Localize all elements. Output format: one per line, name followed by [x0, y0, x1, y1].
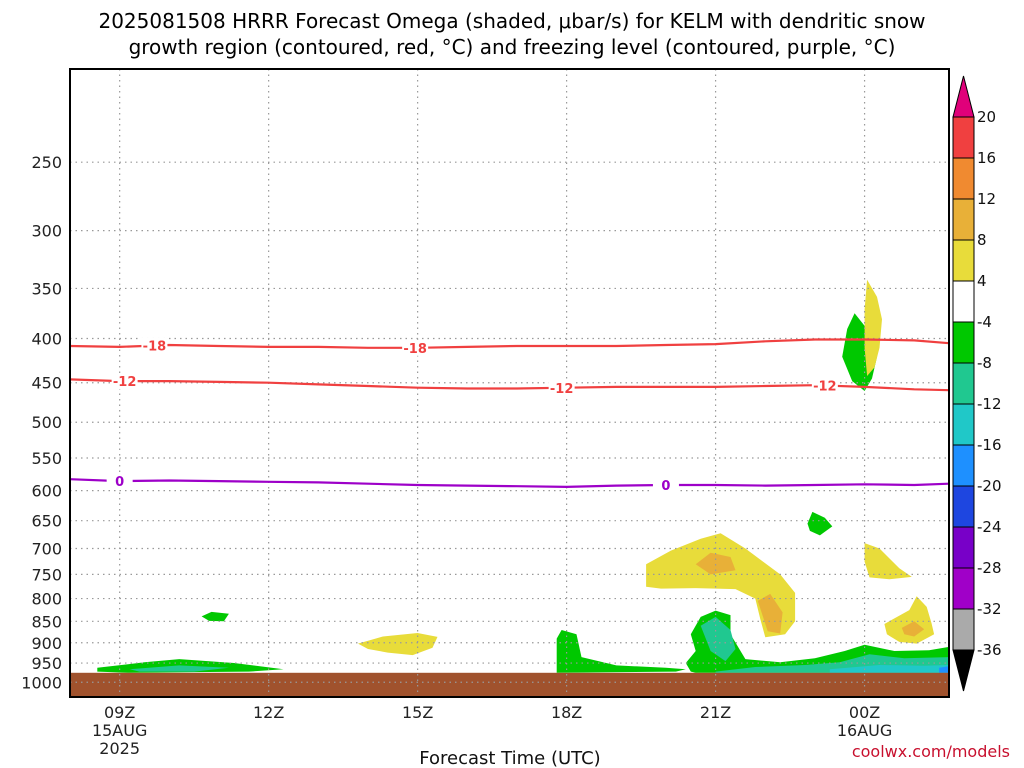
colorbar-label-2: 12	[977, 190, 996, 208]
contour-line-0	[69, 478, 950, 489]
x-tick-label-21Z: 21Z	[700, 703, 731, 722]
colorbar-label-5: -4	[977, 313, 992, 331]
omega-region-2	[201, 611, 229, 622]
y-tick-label-500: 500	[31, 413, 62, 432]
colorbar-bin-12	[952, 608, 975, 651]
x-tick-label-18Z: 18Z	[551, 703, 582, 722]
colorbar-bin-9	[952, 485, 975, 528]
colorbar-bin-6	[952, 362, 975, 405]
y-tick-label-1000: 1000	[21, 673, 62, 692]
omega-region-18	[901, 621, 925, 637]
grid-lines	[70, 69, 949, 697]
omega-region-14	[695, 552, 736, 575]
y-tick-label-350: 350	[31, 279, 62, 298]
colorbar-bin-11	[952, 567, 975, 610]
y-tick-label-300: 300	[31, 222, 62, 241]
omega-region-17	[884, 596, 935, 644]
plot-frame	[69, 68, 950, 698]
colorbar-label-10: -24	[977, 518, 1002, 536]
x-tick-label-12Z: 12Z	[253, 703, 284, 722]
y-tick-label-650: 650	[31, 512, 62, 531]
contour-label--12-1: -12	[550, 382, 574, 397]
contour-label-bg	[811, 377, 838, 394]
colorbar-bin-4	[952, 280, 975, 323]
colorbar-bin-3	[952, 239, 975, 282]
colorbar-bin-8	[952, 444, 975, 487]
colorbar-bin-1	[952, 157, 975, 200]
y-tick-label-800: 800	[31, 590, 62, 609]
contour-label-bg	[652, 476, 679, 493]
ground-shading	[70, 672, 949, 697]
omega-region-12	[864, 279, 882, 376]
contour-label-bg	[548, 379, 575, 396]
plot-area: -18 -18 -12 -12 -12 0 0	[69, 68, 950, 698]
contour-label--18-1: -18	[403, 342, 427, 357]
omega-shading-layer	[97, 279, 949, 673]
y-tick-label-550: 550	[31, 449, 62, 468]
contour-line--18	[69, 338, 950, 349]
colorbar-bottom-arrow	[952, 649, 975, 692]
contour-label--12-2: -12	[813, 380, 837, 395]
colorbar: 20 16 12 8 4 -4 -8 -12 -16 -20 -24 -28 -32 -36	[952, 75, 1002, 692]
x-tick-date-09Z: 15AUG	[92, 721, 147, 740]
x-tick-date-00Z: 16AUG	[837, 721, 892, 740]
colorbar-label-9: -20	[977, 477, 1002, 495]
omega-region-4	[556, 630, 686, 673]
omega-region-13	[646, 533, 796, 638]
y-tick-label-700: 700	[31, 539, 62, 558]
omega-region-6	[700, 616, 736, 662]
colorbar-label-6: -8	[977, 354, 992, 372]
contour-label-bg	[402, 339, 429, 356]
omega-region-10	[807, 511, 833, 536]
colorbar-label-1: 16	[977, 149, 996, 167]
x-tick-label-09Z: 09Z	[104, 703, 135, 722]
colorbar-label-0: 20	[977, 108, 996, 126]
colorbar-top-arrow	[952, 75, 975, 118]
colorbar-bin-5	[952, 321, 975, 364]
y-tick-label-600: 600	[31, 482, 62, 501]
y-axis-labels: 250 300 350 400 450 500 550 600 650 700 750 800 850 9…	[21, 153, 62, 692]
colorbar-label-3: 8	[977, 231, 987, 249]
y-tick-label-250: 250	[31, 153, 62, 172]
y-tick-label-400: 400	[31, 330, 62, 349]
colorbar-label-7: -12	[977, 395, 1002, 413]
colorbar-bin-10	[952, 526, 975, 569]
contour-label--18-0: -18	[143, 340, 167, 355]
colorbar-bin-7	[952, 403, 975, 446]
omega-region-9	[939, 666, 949, 673]
contour-label-0-0: 0	[115, 475, 124, 490]
omega-region-3	[358, 633, 438, 656]
colorbar-label-12: -32	[977, 600, 1002, 618]
contour-label--12-0: -12	[113, 375, 137, 390]
y-tick-label-900: 900	[31, 634, 62, 653]
omega-region-8	[829, 665, 949, 673]
colorbar-bin-0	[952, 116, 975, 159]
contour-lines: -18 -18 -12 -12 -12 0 0	[69, 337, 950, 494]
contour-label-bg	[111, 373, 138, 390]
x-tick-year-09Z: 2025	[99, 739, 140, 758]
contour-label-0-1: 0	[661, 479, 670, 494]
omega-region-16	[864, 543, 912, 580]
x-axis-title: Forecast Time (UTC)	[419, 748, 600, 768]
y-tick-label-450: 450	[31, 374, 62, 393]
colorbar-label-11: -28	[977, 559, 1002, 577]
y-tick-label-950: 950	[31, 654, 62, 673]
contour-label-bg	[141, 337, 168, 354]
y-tick-label-850: 850	[31, 612, 62, 631]
omega-region-1	[129, 665, 229, 672]
x-tick-label-15Z: 15Z	[402, 703, 433, 722]
site-credit: coolwx.com/models	[852, 742, 1010, 761]
chart-title-line2: growth region (contoured, red, °C) and f…	[129, 35, 896, 59]
colorbar-label-4: 4	[977, 272, 987, 290]
colorbar-label-8: -16	[977, 436, 1002, 454]
colorbar-bin-2	[952, 198, 975, 241]
x-tick-label-00Z: 00Z	[849, 703, 880, 722]
omega-region-15	[757, 593, 783, 634]
y-tick-label-750: 750	[31, 565, 62, 584]
contour-label-bg	[106, 473, 133, 490]
chart-title-line1: 2025081508 HRRR Forecast Omega (shaded, …	[98, 9, 925, 33]
colorbar-label-13: -36	[977, 641, 1002, 659]
